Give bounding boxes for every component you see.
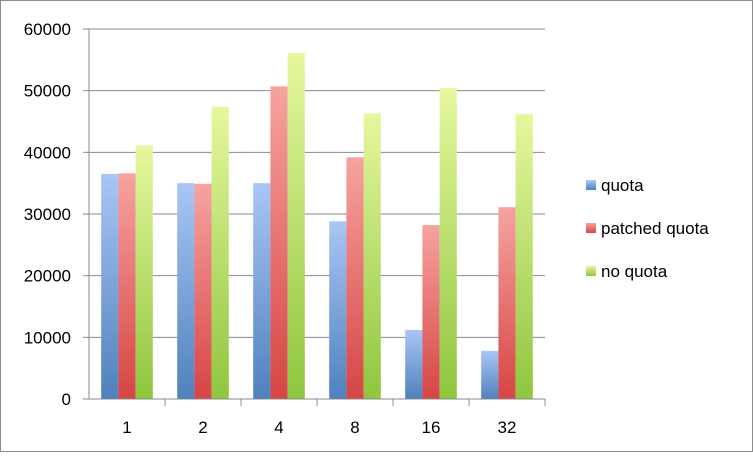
axes: 0 10000 20000 30000 40000 50000 60000 1 2 4 8 16 32	[24, 20, 546, 437]
legend-label: quota	[601, 176, 644, 195]
bars	[101, 53, 533, 400]
bar-patched-quota-4	[270, 86, 288, 399]
legend: quota patched quota no quota	[586, 176, 709, 281]
bar-no-quota-2	[211, 106, 229, 399]
x-tick-label: 4	[274, 418, 283, 437]
bar-patched-quota-8	[346, 157, 364, 399]
legend-swatch	[586, 266, 596, 276]
legend-swatch	[586, 180, 596, 190]
x-tick-label: 16	[422, 418, 441, 437]
legend-swatch	[586, 223, 596, 233]
legend-label: no quota	[601, 262, 668, 281]
x-tick-label: 2	[198, 418, 207, 437]
y-tick-label: 20000	[24, 267, 71, 286]
bar-no-quota-16	[439, 88, 457, 399]
x-tick-label: 32	[498, 418, 517, 437]
y-tick-label: 40000	[24, 143, 71, 162]
bar-quota-2	[177, 183, 195, 399]
bar-no-quota-4	[287, 53, 305, 400]
bar-no-quota-8	[363, 113, 381, 399]
y-tick-label: 50000	[24, 82, 71, 101]
bar-patched-quota-1	[118, 173, 136, 399]
bar-no-quota-32	[515, 114, 533, 399]
bar-patched-quota-16	[422, 225, 440, 399]
bar-quota-32	[481, 350, 499, 399]
bar-no-quota-1	[135, 145, 153, 399]
y-tick-label: 0	[62, 390, 71, 409]
y-tick-label: 60000	[24, 20, 71, 39]
y-tick-label: 30000	[24, 205, 71, 224]
x-tick-label: 8	[350, 418, 359, 437]
legend-label: patched quota	[601, 219, 709, 238]
bar-quota-8	[329, 221, 347, 399]
x-tick-label: 1	[122, 418, 131, 437]
bar-patched-quota-2	[194, 183, 212, 399]
bar-quota-1	[101, 173, 119, 399]
gridlines	[89, 28, 545, 338]
y-tick-label: 10000	[24, 328, 71, 347]
bar-quota-16	[405, 329, 423, 399]
bar-patched-quota-32	[498, 207, 516, 399]
bar-quota-4	[253, 183, 271, 399]
